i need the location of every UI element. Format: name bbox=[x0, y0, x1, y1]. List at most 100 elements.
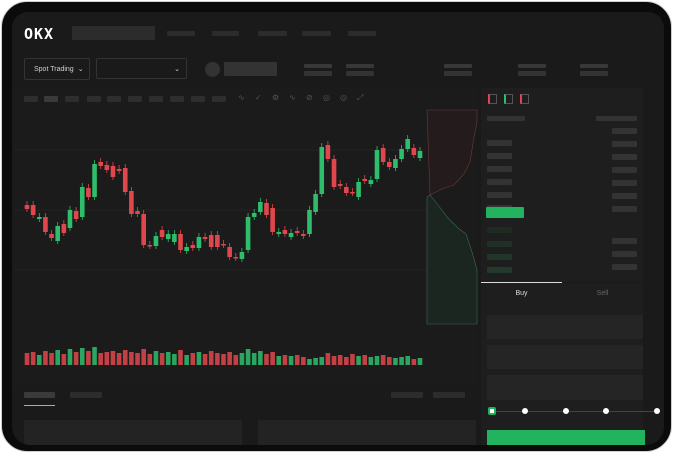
slider-step-25[interactable] bbox=[522, 408, 528, 414]
order-size bbox=[612, 180, 637, 186]
line-icon[interactable]: ∿ bbox=[289, 93, 296, 102]
okx-logo: OKX bbox=[24, 25, 55, 43]
indicator-icon[interactable]: ✓ bbox=[255, 93, 262, 102]
chart-interval[interactable] bbox=[212, 96, 226, 102]
candle-body bbox=[30, 205, 36, 215]
orderbook-view-icon[interactable] bbox=[504, 94, 513, 104]
volume-bar bbox=[159, 353, 165, 365]
indicator-icon[interactable]: ∿ bbox=[238, 93, 245, 102]
volume-bar bbox=[36, 355, 42, 365]
chart-interval[interactable] bbox=[170, 96, 184, 102]
volume-bar bbox=[313, 358, 318, 365]
volume-bar bbox=[350, 354, 355, 365]
volume-bar bbox=[233, 355, 239, 365]
tab-buy[interactable]: Buy bbox=[515, 290, 528, 297]
orders-panel bbox=[24, 420, 242, 445]
candle-body bbox=[368, 180, 374, 184]
chart-interval[interactable] bbox=[87, 96, 101, 102]
bid-price bbox=[487, 254, 512, 260]
volume-bar bbox=[122, 350, 128, 365]
circle-icon[interactable]: ◎ bbox=[323, 93, 330, 102]
orderbook-header bbox=[487, 116, 525, 121]
amount-input[interactable] bbox=[487, 345, 643, 369]
slider-step-75[interactable] bbox=[603, 408, 609, 414]
amount-slider-handle[interactable] bbox=[488, 407, 496, 415]
volume-bar bbox=[153, 351, 159, 365]
chart-interval[interactable] bbox=[24, 96, 38, 102]
settings-icon[interactable]: ⚙ bbox=[272, 93, 280, 102]
search-bar[interactable] bbox=[72, 26, 155, 40]
depth-bid-area bbox=[426, 194, 478, 325]
active-tab-underline bbox=[24, 405, 55, 406]
volume-bar bbox=[129, 352, 134, 365]
stat-label bbox=[580, 64, 608, 68]
candle-body bbox=[251, 213, 257, 217]
chart-interval[interactable] bbox=[128, 96, 142, 102]
slider-step-50[interactable] bbox=[563, 408, 569, 414]
ask-price bbox=[487, 166, 512, 172]
draw-icon[interactable]: ⊘ bbox=[306, 93, 313, 102]
stat-value bbox=[346, 71, 374, 76]
market-selector[interactable]: Spot Trading ⌄ bbox=[24, 58, 90, 80]
candle-body bbox=[73, 211, 79, 219]
price-input[interactable] bbox=[487, 315, 643, 339]
stat-value bbox=[518, 71, 546, 76]
stat-label bbox=[304, 64, 332, 68]
bottom-tab[interactable] bbox=[70, 392, 102, 398]
volume-bar bbox=[178, 350, 183, 365]
candle-body bbox=[337, 184, 343, 186]
candle-body bbox=[233, 257, 239, 259]
nav-item[interactable] bbox=[258, 31, 287, 36]
fullscreen-icon[interactable]: ⤢ bbox=[357, 93, 364, 102]
candle-body bbox=[202, 237, 208, 239]
nav-item[interactable] bbox=[167, 31, 195, 36]
volume-bar bbox=[49, 353, 54, 365]
chart-interval[interactable] bbox=[149, 96, 163, 102]
bottom-action[interactable] bbox=[391, 392, 423, 398]
order-size bbox=[612, 154, 637, 160]
nav-item[interactable] bbox=[348, 31, 376, 36]
total-input[interactable] bbox=[487, 375, 643, 400]
volume-bar bbox=[276, 356, 282, 365]
bottom-tab-open-orders[interactable] bbox=[24, 392, 55, 398]
bottom-action[interactable] bbox=[433, 392, 465, 398]
chart-interval[interactable] bbox=[65, 96, 79, 102]
candle-body bbox=[172, 234, 177, 242]
chart-interval[interactable] bbox=[44, 96, 58, 102]
volume-bar bbox=[319, 357, 325, 365]
pair-dropdown[interactable]: ⌄ bbox=[96, 58, 187, 79]
chart-interval[interactable] bbox=[191, 96, 205, 102]
chart-interval[interactable] bbox=[107, 96, 121, 102]
volume-bar bbox=[245, 349, 251, 365]
candle-body bbox=[147, 245, 153, 247]
candle-body bbox=[374, 150, 380, 179]
candle-body bbox=[55, 226, 61, 241]
volume-bar bbox=[147, 354, 153, 365]
target-icon[interactable]: ◎ bbox=[340, 93, 347, 102]
volume-bar bbox=[55, 350, 61, 365]
orderbook-view-icon[interactable] bbox=[520, 94, 529, 104]
candle-body bbox=[184, 247, 189, 251]
slider-step-100[interactable] bbox=[654, 408, 660, 414]
nav-item[interactable] bbox=[302, 31, 331, 36]
volume-bar bbox=[325, 353, 331, 365]
volume-bar bbox=[301, 357, 306, 365]
assets-panel bbox=[258, 420, 476, 445]
volume-bar bbox=[368, 357, 374, 365]
candle-body bbox=[190, 245, 196, 248]
amount-slider-track[interactable] bbox=[492, 411, 657, 412]
tab-sell[interactable]: Sell bbox=[596, 290, 609, 297]
candle-body bbox=[270, 208, 275, 232]
candle-body bbox=[61, 224, 67, 233]
candle-body bbox=[215, 235, 220, 247]
chart-panel[interactable] bbox=[14, 88, 477, 386]
buy-button[interactable] bbox=[487, 430, 645, 445]
orderbook-view-icon[interactable] bbox=[488, 94, 497, 104]
candle-body bbox=[24, 205, 30, 209]
candle-body bbox=[307, 210, 312, 234]
volume-bar bbox=[110, 351, 116, 365]
volume-bar bbox=[172, 354, 177, 365]
volume-bar bbox=[356, 356, 361, 365]
nav-item[interactable] bbox=[212, 31, 239, 36]
volume-bar bbox=[184, 355, 189, 365]
